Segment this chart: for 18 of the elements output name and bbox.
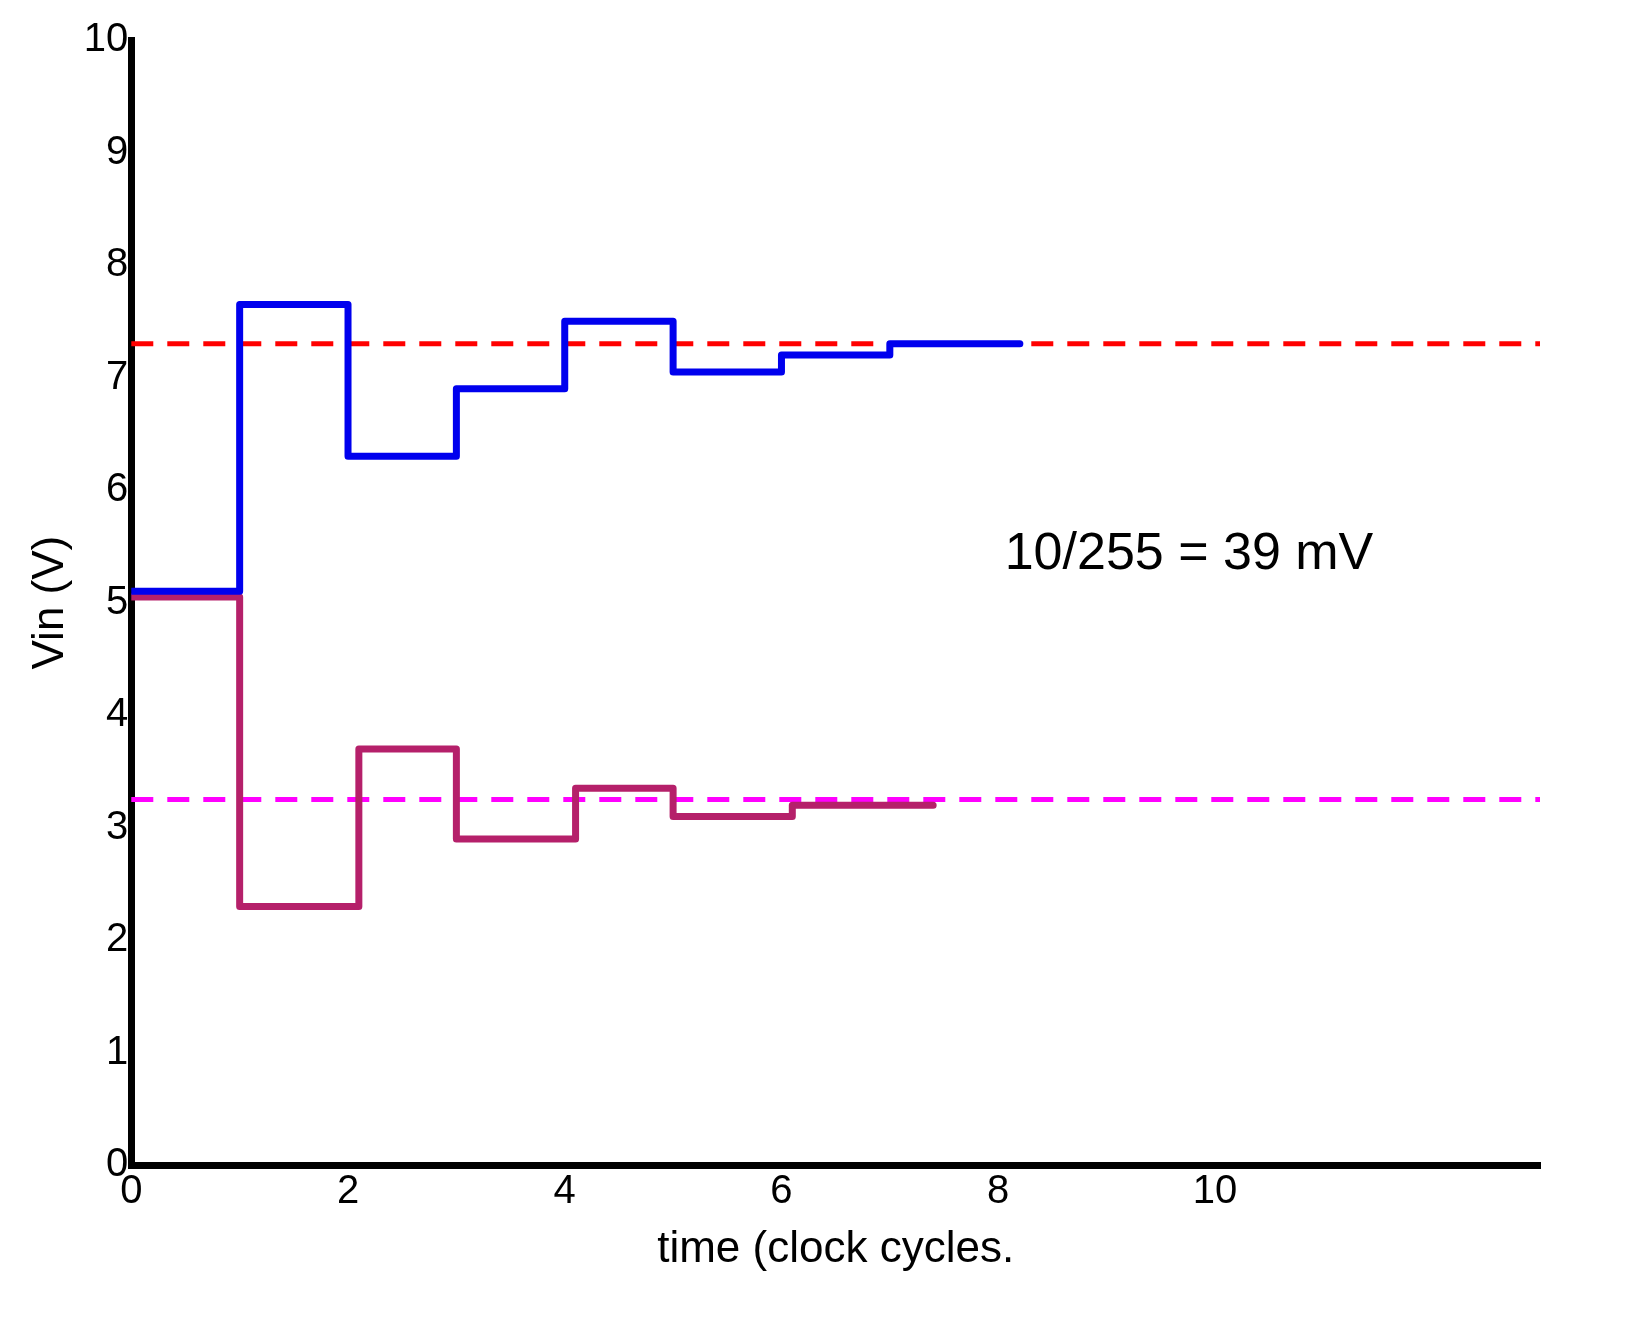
x-tick-label: 4 [553, 1167, 576, 1212]
annotation: 10/255 = 39 mV [1004, 521, 1374, 580]
y-tick-label: 4 [106, 690, 129, 735]
x-tick-label: 8 [987, 1167, 1010, 1212]
y-axis-title: Vin (V) [22, 535, 72, 670]
x-tick-label: 2 [336, 1167, 360, 1212]
y-tick-label: 2 [106, 915, 129, 960]
y-tick-label: 6 [106, 465, 129, 510]
y-tick-label: 3 [106, 802, 129, 847]
x-axis-title: time (clock cycles. [657, 1221, 1015, 1271]
x-tick-label: 10 [1192, 1167, 1238, 1212]
y-tick-label: 5 [106, 577, 129, 622]
y-tick-label: 8 [106, 240, 129, 285]
x-tick-label: 6 [770, 1167, 793, 1212]
y-tick-label: 9 [106, 127, 129, 172]
y-tick-label: 1 [106, 1027, 129, 1072]
y-tick-label: 7 [106, 352, 129, 397]
y-tick-label: 10 [83, 15, 129, 60]
